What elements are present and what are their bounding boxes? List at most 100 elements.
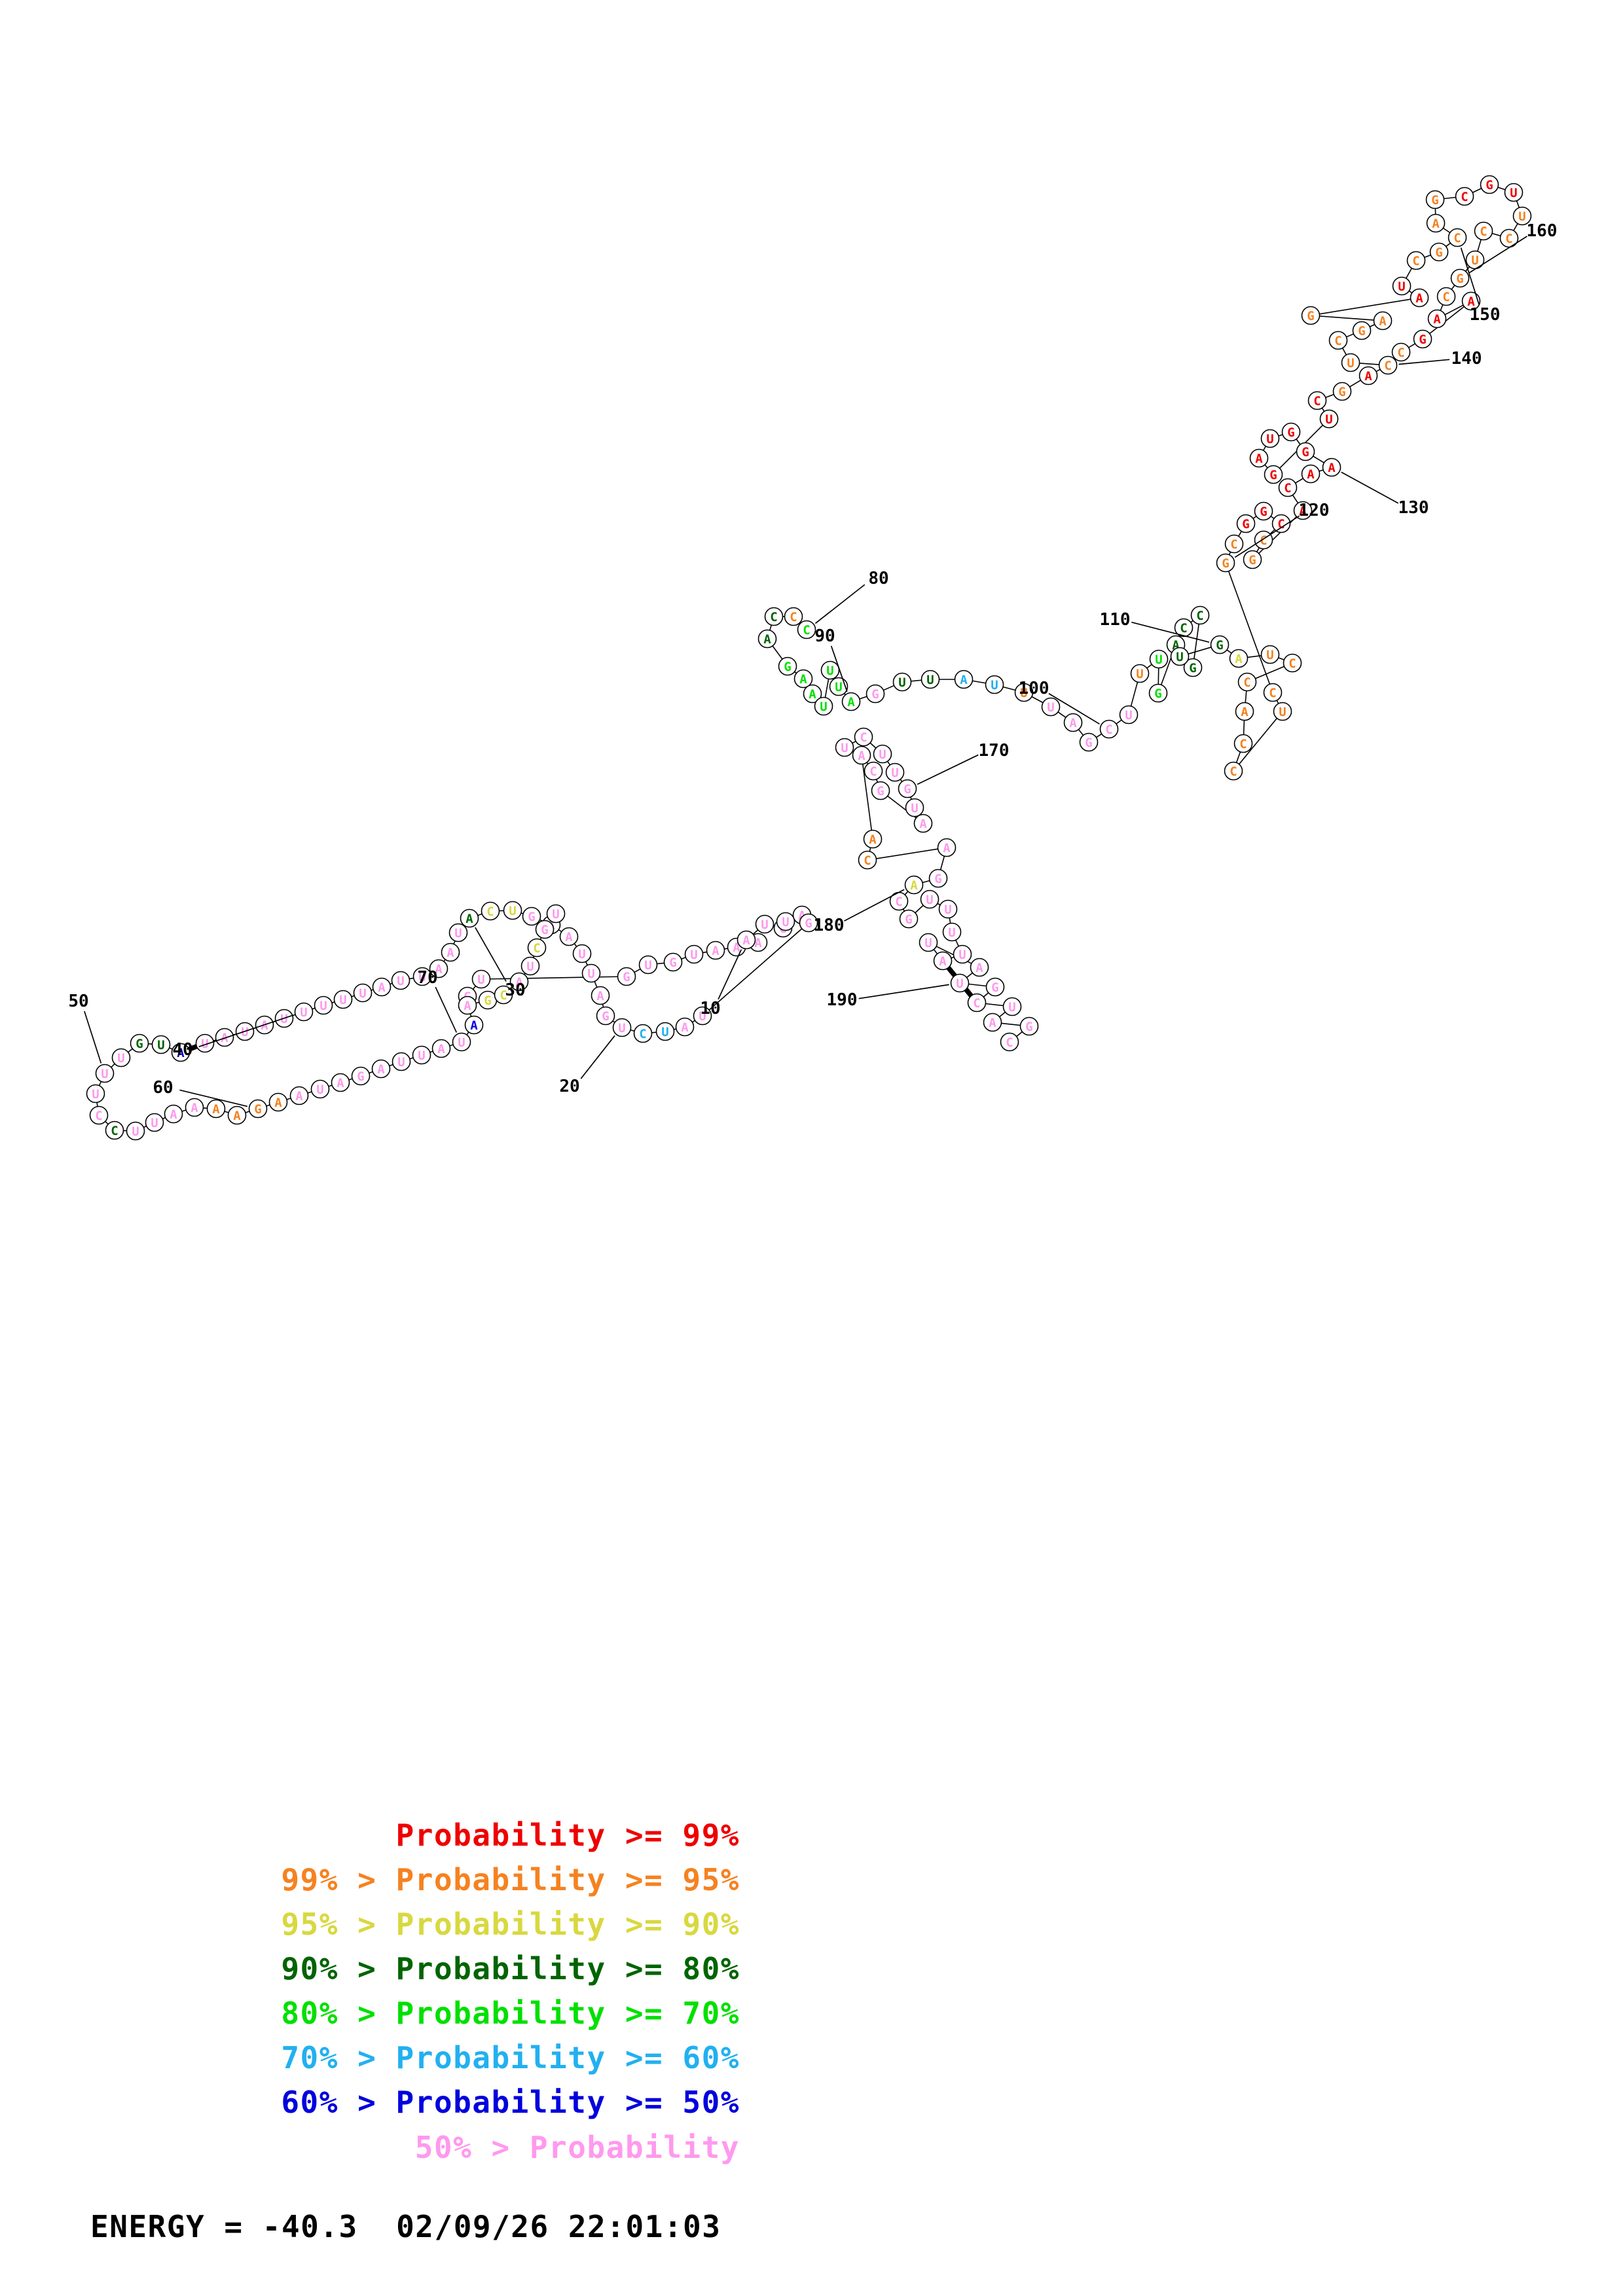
nucleotide-circle	[372, 977, 392, 997]
backbone-segment	[1313, 456, 1324, 463]
nucleotide-circle	[1341, 353, 1360, 372]
nucleotide-circle	[858, 850, 877, 870]
legend-row-1: Probability >= 99%	[395, 1818, 740, 1853]
position-leader-line	[1131, 621, 1210, 643]
nucleotide-letter: A	[1432, 217, 1440, 231]
backbone-segment	[224, 1111, 229, 1113]
nucleotide-circle	[1224, 761, 1243, 781]
nucleotide-letter: C	[1243, 675, 1250, 690]
backbone-segment	[769, 624, 772, 631]
nucleotide-letter: U	[1279, 705, 1286, 719]
nucleotide-letter: U	[761, 918, 768, 932]
backbone-segment	[1444, 304, 1464, 315]
nucleotide-circle	[852, 745, 871, 765]
nucleotide-letter: U	[454, 926, 462, 941]
position-label-100: 100	[1019, 679, 1049, 698]
nucleotide-letter: A	[754, 936, 762, 950]
position-label-180: 180	[814, 916, 845, 935]
nucleotide-circle	[1224, 534, 1244, 554]
nucleotide-circle	[460, 908, 479, 928]
backbone-segment	[875, 779, 879, 783]
nucleotide-circle	[937, 838, 957, 857]
nucleotide-letter: U	[578, 947, 585, 961]
nucleotide-letter: C	[1277, 517, 1285, 531]
nucleotide-letter: A	[177, 1046, 185, 1060]
nucleotide-circle	[663, 952, 683, 972]
nucleotide-letter: C	[1284, 481, 1291, 495]
nucleotide-letter: A	[274, 1096, 282, 1110]
backbone-segment	[1262, 446, 1267, 451]
nucleotide-letter: C	[1480, 224, 1487, 239]
backbone-segment	[1188, 647, 1212, 655]
nucleotide-circle	[1283, 653, 1302, 673]
backbone-segment	[1001, 1022, 1021, 1026]
nucleotide-circle	[1301, 464, 1321, 484]
backbone-segment	[634, 968, 641, 973]
nucleotide-letter: A	[1069, 716, 1077, 730]
nucleotide-circle	[1002, 997, 1022, 1016]
nucleotide-circle	[1148, 683, 1168, 703]
nucleotide-circle	[89, 1105, 109, 1125]
nucleotide-letter: A	[447, 946, 454, 960]
nucleotide-letter: U	[117, 1051, 124, 1066]
nucleotide-circle	[737, 930, 756, 950]
nucleotide-letter: U	[911, 801, 918, 816]
nucleotide-circle	[331, 1073, 350, 1092]
nucleotide-circle	[195, 1033, 215, 1053]
nucleotide-letter: A	[919, 817, 927, 831]
backbone-segment	[1238, 531, 1242, 537]
backbone-segment	[904, 891, 909, 895]
nucleotide-circle	[494, 985, 513, 1005]
nucleotide-letter: G	[1287, 425, 1294, 440]
backbone-segment	[1256, 547, 1260, 552]
backbone-segment	[886, 761, 891, 766]
nucleotide-circle	[933, 951, 953, 971]
nucleotide-letter: U	[397, 1055, 405, 1069]
backbone-segment	[1238, 717, 1278, 765]
nucleotide-circle	[1448, 228, 1467, 247]
backbone-segment	[1276, 700, 1279, 704]
nucleotide-circle	[392, 1052, 411, 1071]
nucleotide-circle	[898, 779, 917, 798]
nucleotide-circle	[967, 993, 987, 1013]
nucleotide-circle	[778, 656, 797, 676]
nucleotide-letter: U	[151, 1116, 158, 1130]
nucleotide-circle	[206, 1099, 226, 1119]
nucleotide-circle	[294, 1002, 314, 1022]
nucleotide-letter: G	[1302, 445, 1309, 459]
nucleotide-circle	[130, 1033, 149, 1053]
nucleotide-letter: C	[1412, 254, 1419, 268]
backbone-segment	[1341, 348, 1347, 355]
nucleotide-letter: A	[989, 1016, 996, 1030]
nucleotide-circle	[227, 1105, 247, 1125]
nucleotide-letter: A	[170, 1107, 177, 1122]
backbone-segment	[477, 913, 483, 916]
position-leader-line	[1234, 515, 1300, 558]
nucleotide-circle	[1119, 705, 1139, 725]
nucleotide-circle	[333, 990, 353, 1009]
backbone-segment	[1292, 494, 1299, 504]
backbone-segment	[772, 645, 783, 660]
nucleotide-letter: G	[1189, 661, 1196, 675]
backbone-segment	[1451, 285, 1455, 290]
nucleotide-circle	[1429, 242, 1449, 262]
nucleotide-circle	[448, 923, 468, 942]
nucleotide-letter: U	[241, 1025, 248, 1039]
nucleotide-letter: U	[526, 960, 534, 974]
nucleotide-circle	[655, 1022, 675, 1041]
nucleotide-circle	[431, 1039, 451, 1058]
position-label-140: 140	[1451, 349, 1482, 368]
backbone-segment	[824, 679, 830, 698]
nucleotide-circle	[1170, 647, 1190, 666]
nucleotide-letter: G	[1435, 245, 1442, 260]
nucleotide-circle	[803, 684, 822, 704]
nucleotide-letter: U	[956, 977, 963, 991]
legend-row-5: 80% > Probability >= 70%	[281, 1996, 740, 2032]
nucleotide-circle	[985, 977, 1005, 997]
position-leader-line	[1460, 247, 1480, 306]
backbone-segment	[1057, 711, 1067, 718]
backbone-segment	[681, 956, 686, 960]
nucleotide-circle	[1210, 635, 1230, 655]
nucleotide-circle	[126, 1121, 145, 1141]
nucleotide-circle	[793, 669, 813, 689]
